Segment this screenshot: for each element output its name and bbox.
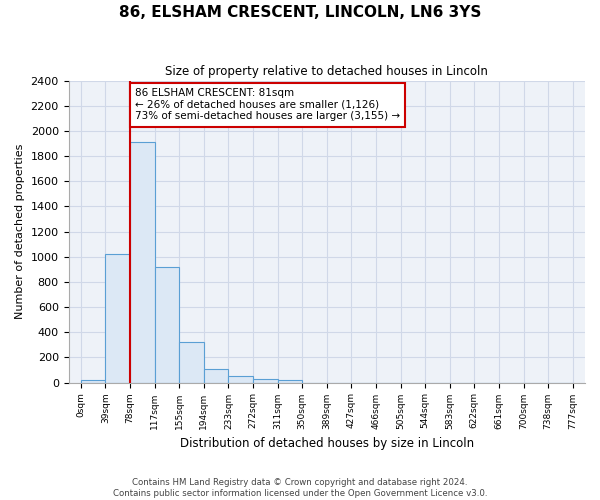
Bar [253,379,278,382]
Text: Contains HM Land Registry data © Crown copyright and database right 2024.
Contai: Contains HM Land Registry data © Crown c… [113,478,487,498]
Title: Size of property relative to detached houses in Lincoln: Size of property relative to detached ho… [166,65,488,78]
Y-axis label: Number of detached properties: Number of detached properties [15,144,25,320]
Bar [204,368,229,382]
Bar [130,142,155,382]
Bar [81,380,106,382]
Bar [155,267,179,382]
Bar [229,376,253,382]
X-axis label: Distribution of detached houses by size in Lincoln: Distribution of detached houses by size … [180,437,474,450]
Bar [278,380,302,382]
Bar [106,254,130,382]
Bar [179,342,204,382]
Text: 86 ELSHAM CRESCENT: 81sqm
← 26% of detached houses are smaller (1,126)
73% of se: 86 ELSHAM CRESCENT: 81sqm ← 26% of detac… [135,88,400,122]
Text: 86, ELSHAM CRESCENT, LINCOLN, LN6 3YS: 86, ELSHAM CRESCENT, LINCOLN, LN6 3YS [119,5,481,20]
